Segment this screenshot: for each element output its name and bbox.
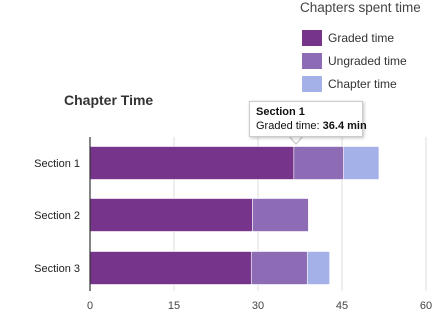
legend-swatch-chapter [302,75,322,92]
tooltip-title: Section 1 [256,106,305,118]
bar-section-3-chapter-time[interactable] [306,251,330,285]
legend-label-chapter: Chapter time [328,76,397,91]
bar-section-1-graded-time[interactable] [89,146,295,180]
legend-title: Chapters spent time [300,0,421,15]
tooltip-prefix: Graded time: [256,120,320,132]
category-label-section-1: Section 1 [34,158,80,170]
legend: Graded time Ungraded time Chapter time [302,26,407,95]
tooltip-value: 36.4 min [322,120,367,132]
x-tick-label-0: 0 [87,300,93,312]
legend-label-ungraded: Ungraded time [328,53,407,68]
legend-swatch-graded [302,29,322,46]
chart-title: Chapter Time [64,92,154,108]
x-tick-label-60: 60 [420,300,432,312]
bar-section-3-ungraded-time[interactable] [250,251,308,285]
bar-section-3-graded-time[interactable] [89,251,252,285]
legend-swatch-ungraded [302,52,322,69]
bar-section-1-ungraded-time[interactable] [293,146,344,180]
legend-label-graded: Graded time [328,30,395,45]
bar-section-2-graded-time[interactable] [89,198,253,232]
tooltip-line: Graded time: 36.4 min [256,119,367,133]
tooltip: Section 1 Graded time: 36.4 min [249,101,367,137]
category-label-section-3: Section 3 [34,263,80,275]
legend-item-chapter[interactable]: Chapter time [302,72,407,95]
x-tick-label-15: 15 [168,300,180,312]
x-tick-label-30: 30 [252,300,264,312]
legend-item-ungraded[interactable]: Ungraded time [302,49,407,72]
category-label-section-2: Section 2 [34,210,80,222]
bar-section-2-ungraded-time[interactable] [252,198,309,232]
legend-item-graded[interactable]: Graded time [302,26,407,49]
bar-section-1-chapter-time[interactable] [343,146,380,180]
tooltip-pointer-inner [289,135,303,143]
x-tick-label-45: 45 [336,300,348,312]
